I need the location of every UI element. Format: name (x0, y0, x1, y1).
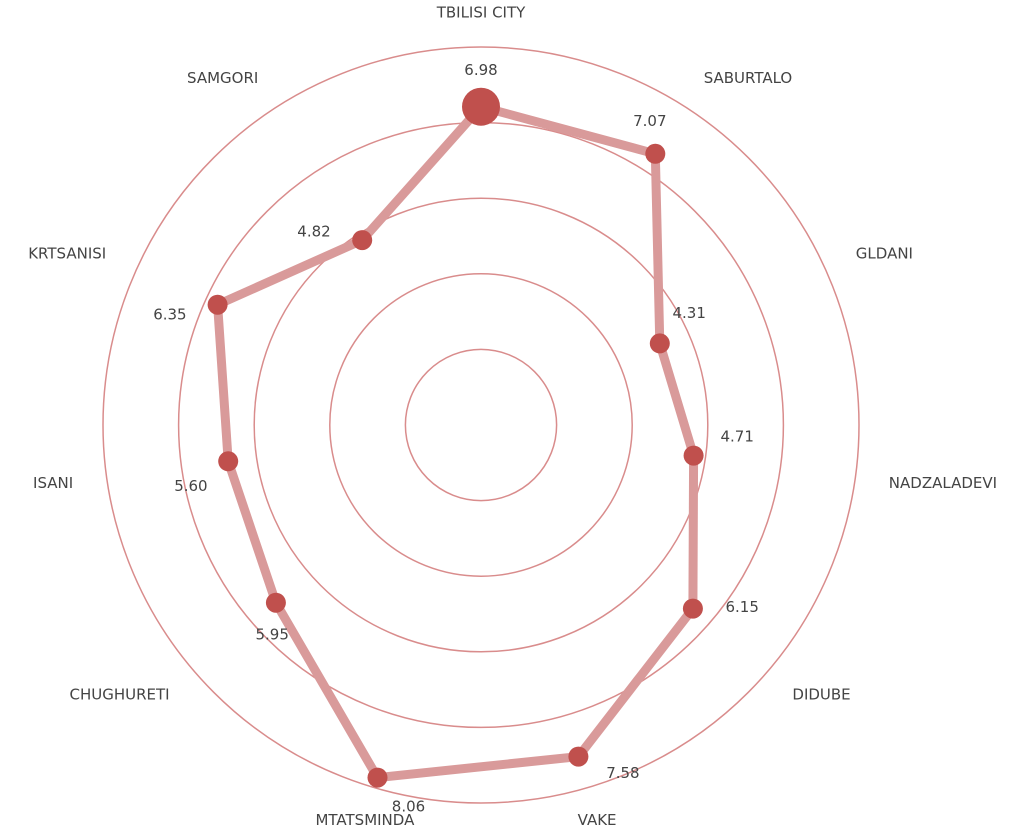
series-line (213, 102, 699, 783)
category-label: MTATSMINDA (315, 811, 415, 829)
data-point (568, 746, 589, 767)
category-label: VAKE (578, 811, 617, 829)
radar-grid (102, 46, 860, 804)
category-label: TBILISI CITY (436, 4, 526, 22)
data-label: 4.82 (297, 222, 330, 240)
data-point (649, 333, 670, 354)
data-point (682, 598, 703, 619)
data-point (367, 767, 388, 788)
data-label: 6.98 (464, 61, 497, 79)
data-point (645, 143, 666, 164)
grid-ring (253, 197, 709, 653)
radar-series (207, 87, 704, 788)
data-label: 6.35 (153, 305, 186, 323)
data-point (462, 87, 500, 126)
category-label: CHUGHURETI (69, 685, 169, 703)
data-label: 6.15 (726, 598, 759, 616)
category-label: ISANI (33, 474, 73, 492)
data-label: 7.58 (606, 764, 639, 782)
data-point (683, 445, 704, 466)
grid-ring (329, 273, 633, 577)
data-label: 5.60 (174, 477, 207, 495)
radar-labels: 6.98 7.07 4.31 4.71 6.15 7.58 8.06 5.95 5.60 6.35… (28, 4, 997, 829)
data-label: 7.07 (633, 112, 666, 130)
data-label: 4.71 (721, 428, 754, 446)
data-point (218, 451, 239, 472)
grid-ring (102, 46, 860, 804)
category-label: KRTSANISI (28, 244, 106, 262)
data-label: 8.06 (392, 797, 425, 815)
category-label: GLDANI (856, 244, 913, 262)
data-point (265, 592, 286, 613)
data-point (352, 230, 373, 251)
data-label: 5.95 (255, 626, 288, 644)
category-label: DIDUBE (792, 685, 850, 703)
grid-ring (404, 348, 558, 502)
data-label: 4.31 (673, 304, 706, 322)
category-label: NADZALADEVI (889, 474, 997, 492)
category-label: SABURTALO (704, 69, 793, 87)
data-point (207, 294, 228, 315)
category-label: SAMGORI (187, 69, 258, 87)
